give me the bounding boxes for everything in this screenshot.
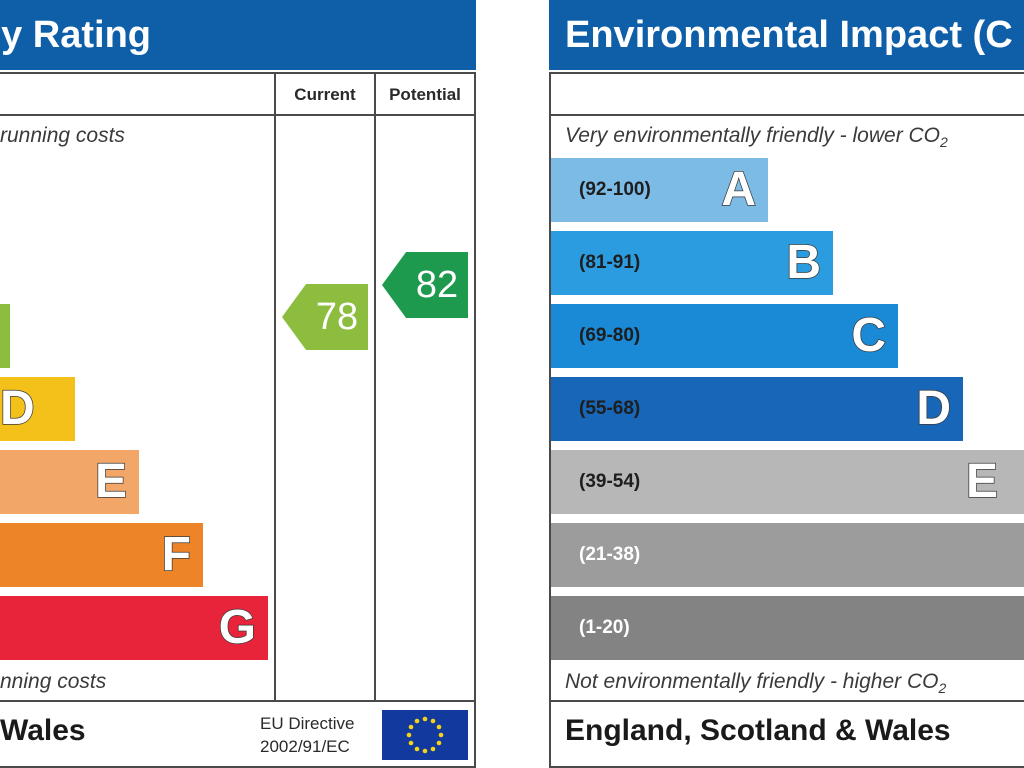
env-band-f-range: (21-38) [579,544,641,565]
environmental-impact-title: Environmental Impact (C [565,14,1013,56]
eu-directive-text: EU Directive 2002/91/EC [260,712,354,758]
env-frame-bottom-line [549,766,1024,768]
env-band-d-letter: D [916,381,952,436]
env-note-bottom: Not environmentally friendly - higher CO… [565,670,946,696]
env-note-bottom-sub: 2 [938,680,947,697]
potential-column-divider [374,72,376,702]
env-note-top-text: Very environmentally friendly - lower CO [565,124,941,147]
env-band-b-letter: B [786,235,822,290]
env-band-f: (21-38) [551,523,1024,587]
environmental-impact-panel: Environmental Impact (C Very environment… [549,0,1024,768]
energy-rating-title-bar: y Rating [0,0,476,70]
env-band-a-letter: A [721,162,757,217]
frame-top-line [0,72,476,74]
energy-region-label: Wales [0,714,86,747]
eu-flag-icon [382,710,468,760]
energy-band-f: F [0,523,203,587]
energy-band-e-letter: E [94,454,128,509]
energy-band-d: D [0,377,75,441]
frame-header-line [0,114,476,116]
env-region-label: England, Scotland & Wales [565,714,951,747]
env-band-c-letter: C [851,308,887,363]
env-band-g-range: (1-20) [579,617,630,638]
energy-band-f-letter: F [161,527,192,582]
potential-rating-value: 82 [415,264,459,306]
env-band-e: (39-54) E [551,450,1024,514]
env-band-e-range: (39-54) [579,471,641,492]
energy-band-g-letter: G [218,600,257,655]
energy-rating-title: y Rating [1,14,151,56]
env-frame-header-line [549,114,1024,116]
env-band-a: (92-100) A [551,158,768,222]
current-column-header: Current [294,85,356,104]
env-band-d-range: (55-68) [579,398,641,419]
env-frame-top-line [549,72,1024,74]
environmental-impact-title-bar: Environmental Impact (C [549,0,1024,70]
potential-rating-arrow: 82 [382,252,468,318]
energy-note-bottom: nning costs [0,670,107,693]
current-rating-arrow: 78 [282,284,368,350]
env-note-top: Very environmentally friendly - lower CO… [565,124,948,150]
env-note-bottom-text: Not environmentally friendly - higher CO [565,670,939,693]
frame-footer-line [0,700,476,702]
energy-band-e: E [0,450,139,514]
energy-note-top: running costs [0,124,125,147]
eu-directive-line1: EU Directive [260,714,355,733]
current-rating-value: 78 [315,296,359,338]
energy-band-c [0,304,10,368]
frame-bottom-line [0,766,476,768]
energy-band-g: G [0,596,268,660]
env-band-b: (81-91) B [551,231,833,295]
env-frame-footer-line [549,700,1024,702]
env-note-top-sub: 2 [940,134,948,151]
eu-stars-icon [406,716,444,754]
env-band-c: (69-80) C [551,304,898,368]
env-band-c-range: (69-80) [579,325,641,346]
energy-band-d-letter: D [0,381,35,436]
eu-directive-line2: 2002/91/EC [260,737,350,756]
env-band-g: (1-20) [551,596,1024,660]
env-band-a-range: (92-100) [579,179,651,200]
env-frame-left-line [549,72,551,768]
env-band-e-letter: E [965,454,999,509]
energy-rating-panel: y Rating Current Potential running costs… [0,0,477,768]
potential-column-header: Potential [389,85,461,104]
env-band-d: (55-68) D [551,377,963,441]
env-band-b-range: (81-91) [579,252,641,273]
frame-right-line [474,72,476,768]
current-column-divider [274,72,276,702]
